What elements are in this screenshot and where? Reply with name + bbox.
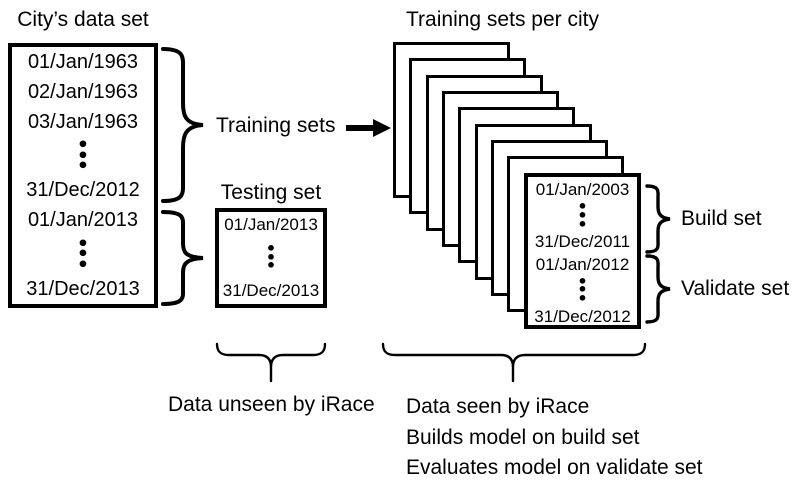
unseen-curly-brace	[215, 342, 327, 383]
city-dataset-box: 01/Jan/1963 02/Jan/1963 03/Jan/1963 • • …	[8, 43, 158, 308]
vertical-ellipsis-icon: • • •	[76, 232, 90, 276]
date-row: 01/Jan/2012	[535, 254, 630, 274]
caption-evaluates-model: Evaluates model on validate set	[406, 456, 703, 479]
city-dataset-title: City’s data set	[17, 8, 149, 31]
training-sets-label: Training sets	[216, 114, 336, 137]
date-row: 01/Jan/1963	[27, 51, 139, 73]
vertical-ellipsis-icon: • • •	[577, 197, 588, 234]
date-row: 01/Jan/2013	[224, 215, 318, 234]
caption-data-seen: Data seen by iRace	[406, 395, 590, 418]
validate-set-label: Validate set	[681, 277, 790, 300]
testing-set-box: 01/Jan/2013 • • • 31/Dec/2013	[215, 208, 327, 308]
date-row: 01/Jan/2003	[535, 180, 630, 199]
date-row: 31/Dec/2013	[222, 280, 320, 300]
date-row: 31/Dec/2013	[26, 277, 140, 300]
build-set-label: Build set	[681, 207, 762, 230]
vertical-ellipsis-icon: • • •	[265, 238, 277, 276]
seen-curly-brace	[381, 342, 647, 383]
vertical-ellipsis-icon: • • •	[76, 134, 90, 178]
training-stack-title: Training sets per city	[406, 8, 599, 31]
build-set-curly-brace	[645, 184, 671, 254]
date-row: 03/Jan/1963	[27, 110, 139, 133]
date-row: 01/Jan/2013	[27, 209, 139, 232]
date-row: 02/Jan/1963	[27, 80, 139, 103]
training-curly-brace	[161, 47, 204, 203]
validate-set-curly-brace	[645, 254, 671, 324]
date-row: 31/Dec/2012	[26, 179, 140, 202]
testing-curly-brace	[161, 210, 204, 306]
date-row: 31/Dec/2011	[534, 232, 631, 252]
caption-data-unseen: Data unseen by iRace	[168, 393, 375, 416]
testing-set-title: Testing set	[220, 181, 322, 204]
vertical-ellipsis-icon: • • •	[577, 271, 588, 309]
date-row: 31/Dec/2012	[534, 307, 631, 327]
caption-builds-model: Builds model on build set	[406, 426, 640, 449]
front-training-set-card: 01/Jan/2003 • • • 31/Dec/2011 01/Jan/201…	[524, 173, 641, 329]
arrow-right-icon	[346, 119, 391, 137]
